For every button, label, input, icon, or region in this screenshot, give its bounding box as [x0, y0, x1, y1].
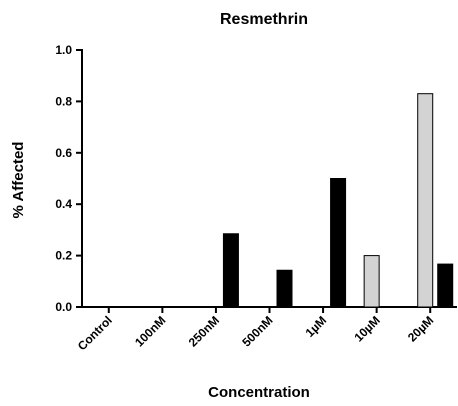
y-axis-title: % Affected [10, 142, 27, 219]
plot-area: 0.0 0.2 0.4 0.6 0.8 1.0 Control 100nM 250nM 500nM… [55, 43, 457, 353]
y-tick-label: 0.6 [55, 146, 72, 160]
x-tick-label: 100nM [132, 313, 168, 349]
x-tick-label: 20µM [405, 313, 436, 344]
y-tick-label: 0.8 [55, 94, 72, 108]
x-axis-title: Concentration [208, 384, 310, 401]
bar-1µM-series-2 [330, 178, 347, 308]
y-tick-label: 0.4 [55, 197, 72, 211]
bar-10µM-series-1 [363, 255, 380, 308]
y-tick-label: 0.0 [55, 300, 72, 314]
bar-20µM-series-2 [437, 263, 454, 308]
x-tick-label: 500nM [239, 313, 275, 349]
bar-250nM-series-2 [222, 233, 239, 308]
y-tick-label: 1.0 [55, 43, 72, 57]
y-tick-label: 0.2 [55, 249, 72, 263]
bar-500nM-series-2 [276, 269, 293, 308]
x-tick-label: 1µM [303, 313, 330, 340]
x-tick-label: 250nM [186, 313, 222, 349]
bar-20µM-series-1 [417, 93, 434, 308]
chart-title: Resmethrin [220, 11, 308, 28]
x-tick-label: Control [75, 313, 115, 353]
x-tick-label: 10µM [351, 313, 382, 344]
